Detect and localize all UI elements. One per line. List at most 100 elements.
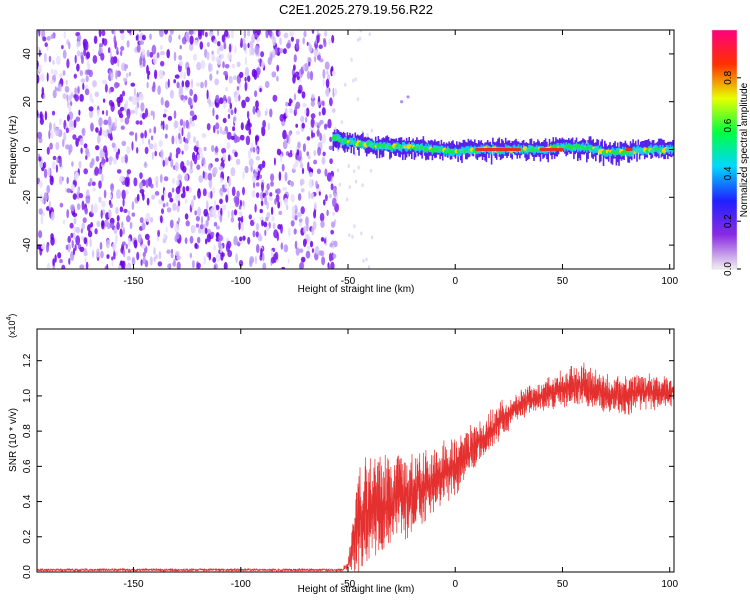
x-tick-label: -150: [124, 276, 144, 287]
noise-speckle: [120, 125, 125, 130]
noise-speckle: [330, 183, 334, 191]
noise-speckle: [278, 210, 283, 216]
noise-speckle: [84, 88, 90, 96]
noise-speckle: [264, 195, 268, 206]
noise-speckle: [324, 168, 328, 177]
noise-speckle: [272, 222, 276, 230]
noise-speckle: [151, 194, 156, 200]
noise-speckle: [255, 231, 259, 238]
figure-title: C2E1.2025.279.19.56.R22: [279, 2, 433, 17]
noise-speckle: [166, 207, 172, 213]
noise-speckle: [110, 72, 114, 81]
noise-speckle: [188, 30, 194, 35]
noise-speckle: [117, 148, 121, 155]
noise-speckle: [178, 85, 184, 96]
noise-speckle: [206, 123, 211, 131]
noise-speckle: [144, 161, 147, 167]
noise-speckle: [46, 36, 51, 41]
noise-speckle: [231, 209, 234, 219]
noise-speckle: [46, 206, 50, 211]
noise-speckle: [204, 238, 208, 245]
noise-speckle: [293, 54, 297, 63]
noise-speckle: [211, 54, 216, 62]
noise-speckle: [281, 266, 286, 269]
noise-speckle: [83, 237, 88, 245]
noise-speckle: [227, 96, 232, 104]
noise-speckle: [299, 178, 305, 185]
noise-speckle: [219, 126, 223, 134]
noise-speckle: [333, 193, 336, 197]
signal-core: [457, 149, 459, 157]
noise-speckle: [88, 106, 94, 112]
noise-speckle: [139, 172, 143, 180]
noise-speckle: [272, 36, 276, 46]
noise-speckle: [65, 244, 69, 250]
noise-speckle: [154, 191, 160, 196]
noise-speckle: [71, 161, 74, 167]
noise-speckle: [144, 130, 148, 139]
noise-speckle: [52, 60, 55, 65]
noise-speckle: [101, 200, 106, 208]
noise-speckle: [53, 122, 56, 133]
noise-speckle: [253, 70, 258, 80]
noise-speckle: [124, 264, 130, 269]
noise-speckle: [46, 72, 49, 82]
noise-speckle: [67, 244, 71, 253]
noise-speckle: [108, 209, 112, 219]
noise-speckle: [122, 77, 128, 82]
noise-speckle: [259, 88, 262, 93]
noise-speckle: [109, 222, 115, 229]
noise-speckle: [292, 163, 296, 170]
noise-speckle: [145, 212, 151, 223]
noise-speckle: [261, 61, 265, 69]
noise-speckle: [234, 107, 237, 114]
noise-speckle: [139, 181, 143, 190]
noise-speckle: [325, 78, 330, 89]
noise-speckle: [153, 55, 158, 65]
noise-speckle: [295, 247, 300, 256]
noise-speckle: [197, 30, 203, 37]
noise-speckle: [216, 47, 220, 56]
noise-speckle: [112, 157, 118, 165]
noise-speckle: [200, 152, 204, 160]
noise-speckle: [313, 50, 319, 57]
noise-speckle: [118, 113, 124, 119]
noise-speckle: [279, 37, 282, 45]
noise-speckle: [316, 54, 321, 61]
noise-speckle: [116, 189, 121, 200]
noise-speckle: [281, 163, 285, 172]
noise-speckle: [197, 206, 202, 217]
noise-speckle: [302, 143, 306, 153]
noise-speckle: [227, 210, 230, 219]
noise-speckle: [176, 255, 182, 260]
noise-speckle: [240, 122, 244, 131]
noise-speckle: [212, 187, 216, 194]
noise-speckle: [122, 197, 125, 207]
noise-speckle: [208, 31, 214, 37]
noise-speckle: [230, 135, 235, 141]
noise-speckle: [286, 42, 291, 49]
noise-speckle: [272, 94, 278, 102]
noise-speckle: [326, 209, 329, 216]
noise-speckle: [43, 52, 47, 63]
noise-speckle: [193, 154, 198, 165]
noise-speckle: [108, 156, 112, 166]
noise-speckle: [311, 179, 314, 187]
noise-speckle: [306, 41, 309, 47]
noise-speckle: [307, 155, 311, 160]
noise-speckle: [85, 51, 91, 59]
noise-speckle: [221, 204, 227, 211]
noise-speckle: [182, 186, 186, 194]
noise-speckle: [173, 110, 177, 119]
noise-speckle: [206, 233, 211, 243]
signal-core: [661, 144, 664, 152]
noise-speckle: [167, 115, 173, 121]
noise-speckle: [298, 218, 303, 223]
noise-speckle: [263, 221, 268, 228]
noise-speckle: [247, 118, 251, 127]
signal-core: [592, 147, 594, 155]
noise-speckle: [333, 88, 338, 96]
signal-envelope: [614, 141, 616, 159]
noise-speckle: [176, 81, 180, 89]
noise-speckle: [179, 118, 184, 127]
